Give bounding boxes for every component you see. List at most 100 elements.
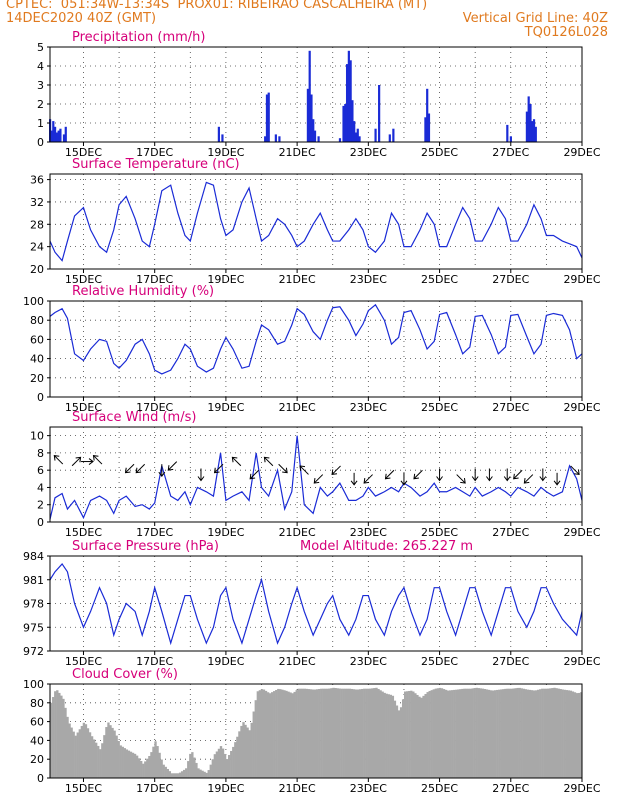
cloud-bar <box>135 755 139 778</box>
wind-arrow-head <box>282 467 288 474</box>
cloud-bar <box>436 688 440 778</box>
rh-y-tick-label: 20 <box>30 372 44 385</box>
cloud-bar <box>551 688 554 778</box>
rh-x-tick-label: 19DEC <box>207 401 244 414</box>
cloud-bar <box>256 691 260 778</box>
wind-arrow <box>523 474 534 484</box>
precip-bar <box>62 134 66 142</box>
cloud-bar <box>489 690 493 778</box>
cloud-bar <box>530 690 534 778</box>
wind-x-tick-label: 21DEC <box>279 526 316 539</box>
cloud-bar <box>260 689 264 778</box>
pres-title: Surface Pressure (hPa) <box>72 539 219 554</box>
wind-x-tick-label: 19DEC <box>207 526 244 539</box>
precip-x-tick-label: 25DEC <box>421 146 458 159</box>
cloud-bar <box>283 690 286 778</box>
cloud-bar <box>389 694 393 778</box>
precip-bar <box>338 138 342 142</box>
precip-bar <box>506 124 509 142</box>
cloud-bar <box>444 689 448 778</box>
temp-x-tick-label: 23DEC <box>350 273 387 286</box>
cloud-bar <box>299 688 302 778</box>
cloud-bar <box>408 690 411 778</box>
cloud-bar <box>291 693 294 778</box>
cloud-bar <box>512 688 515 778</box>
cloud-bar <box>164 766 167 778</box>
wind-arrow <box>350 472 358 486</box>
wind-arrow-shaft <box>331 465 341 475</box>
cloud-bar <box>307 689 311 778</box>
cloud-bar <box>532 690 536 778</box>
wind-arrow-head <box>503 476 511 482</box>
cloud-bar <box>328 688 331 778</box>
precip-bar <box>427 113 431 142</box>
cloud-bar <box>142 763 145 778</box>
cloud-bar <box>131 752 135 778</box>
cloud-y-tick-label: 80 <box>30 697 44 710</box>
cloud-bar <box>350 688 354 778</box>
wind-arrow <box>384 469 395 480</box>
wind-arrow-head <box>436 476 443 482</box>
cloud-bar <box>92 739 96 778</box>
cloud-bar <box>64 707 67 778</box>
cloud-y-tick-label: 40 <box>30 734 44 747</box>
cloud-bar <box>442 689 446 778</box>
cloud-bar <box>309 689 313 778</box>
wind-arrow-head <box>486 476 493 482</box>
cloud-bar <box>571 691 575 778</box>
cloud-bar <box>88 732 92 778</box>
cloud-bar <box>62 698 65 778</box>
cloud-bar <box>273 691 276 778</box>
cloud-bar <box>547 688 550 778</box>
wind-arrow <box>135 463 146 474</box>
precip-x-tick-label: 27DEC <box>492 146 529 159</box>
cloud-bar <box>211 759 214 778</box>
precip-bar <box>274 134 277 142</box>
wind-arrow-head <box>539 476 547 482</box>
cloud-bar <box>320 688 323 778</box>
wind-arrow <box>313 474 324 484</box>
cloud-bar <box>313 689 317 778</box>
wind-arrow-shaft <box>299 465 309 475</box>
cloud-bar <box>455 689 458 778</box>
wind-y-tick-label: 0 <box>37 516 44 529</box>
cloud-bar <box>197 768 200 778</box>
cloud-bar <box>365 688 368 778</box>
cloud-bar <box>270 692 274 778</box>
cloud-bar <box>121 746 124 778</box>
cloud-bar <box>491 690 495 778</box>
cloud-bar <box>234 742 237 778</box>
wind-arrow-head <box>400 480 408 486</box>
wind-arrow <box>471 468 479 482</box>
wind-arrow-head <box>331 469 338 476</box>
temp-y-tick-label: 36 <box>30 174 44 187</box>
cloud-bar <box>567 690 571 778</box>
cloud-x-tick-label: 21DEC <box>279 782 316 795</box>
cloud-bar <box>295 690 298 778</box>
precip-bar <box>52 121 55 142</box>
precip-bar <box>392 128 395 142</box>
cloud-bar <box>528 689 532 778</box>
cloud-bar <box>133 753 137 778</box>
cloud-bar <box>541 688 544 778</box>
rh-x-tick-label: 23DEC <box>350 401 387 414</box>
pres-x-tick-label: 15DEC <box>65 655 102 668</box>
cloud-bar <box>146 758 149 778</box>
cloud-bar <box>555 688 558 778</box>
pres-subtitle: Model Altitude: 265.227 m <box>300 539 473 554</box>
cloud-bar <box>199 769 202 778</box>
cloud-bar <box>477 688 480 778</box>
wind-arrow-shaft <box>570 465 580 475</box>
cloud-bar <box>352 689 356 778</box>
cloud-bar <box>168 771 172 778</box>
cloud-bar <box>187 761 190 778</box>
cloud-bar <box>254 700 257 778</box>
cloud-bar <box>424 693 427 778</box>
cloud-bar <box>60 695 63 778</box>
cloud-bar <box>465 688 468 778</box>
cloud-bar <box>203 771 206 778</box>
rh-x-tick-label: 21DEC <box>279 401 316 414</box>
temp-y-tick-label: 32 <box>30 196 44 209</box>
cloud-bar <box>494 690 497 778</box>
temp-y-tick-label: 28 <box>30 218 44 231</box>
